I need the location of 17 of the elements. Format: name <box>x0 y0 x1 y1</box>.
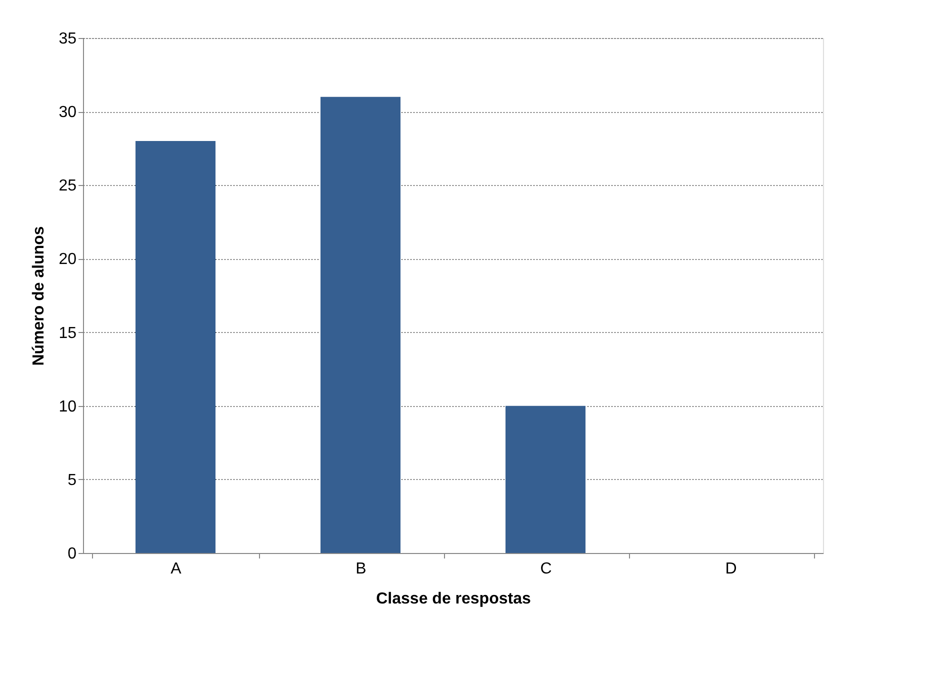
x-tick-label: A <box>170 560 182 578</box>
bar <box>506 406 586 553</box>
y-tick-label: 10 <box>58 398 77 416</box>
y-tick-label: 0 <box>68 546 77 562</box>
bar <box>136 141 216 553</box>
y-tick-label: 5 <box>68 472 77 489</box>
y-tick-label: 20 <box>58 251 77 268</box>
x-axis-title: Classe de respostas <box>376 590 531 608</box>
x-tick-label: C <box>540 560 552 578</box>
y-tick-label: 35 <box>58 30 77 48</box>
y-tick-label: 30 <box>58 104 77 122</box>
y-axis-title: Número de alunos <box>30 226 48 366</box>
bar <box>320 96 400 553</box>
x-tick-label: D <box>725 560 737 578</box>
y-tick-label: 25 <box>58 178 77 195</box>
x-tick-label: B <box>356 560 366 578</box>
y-tick-label: 15 <box>58 324 77 342</box>
